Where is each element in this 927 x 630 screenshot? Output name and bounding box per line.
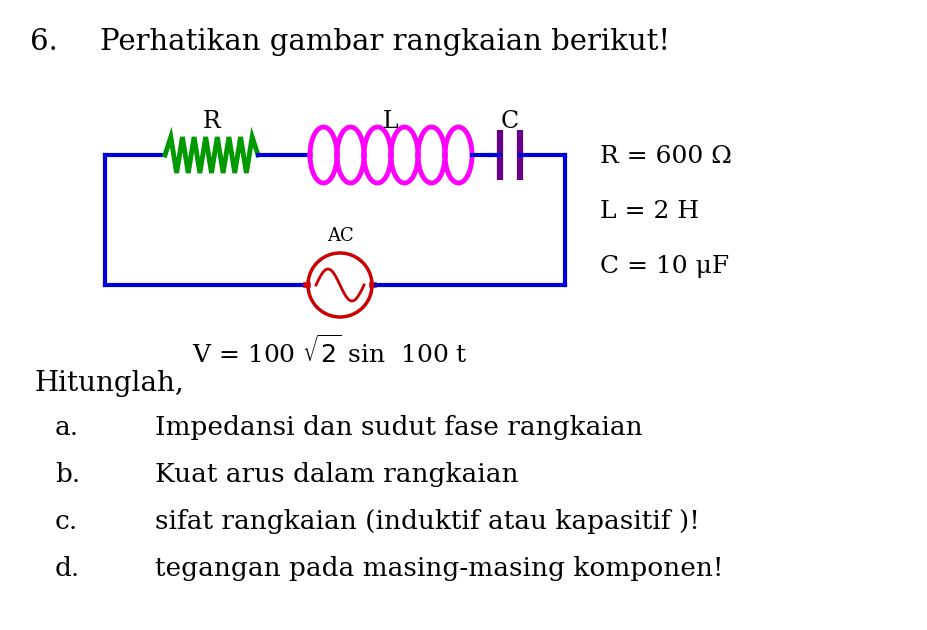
- Text: Kuat arus dalam rangkaian: Kuat arus dalam rangkaian: [155, 462, 518, 487]
- Text: R = 600 Ω: R = 600 Ω: [600, 145, 732, 168]
- Text: AC: AC: [326, 227, 353, 245]
- Text: d.: d.: [55, 556, 81, 581]
- Text: 6.: 6.: [30, 28, 57, 56]
- Text: L: L: [383, 110, 399, 133]
- Text: Hitunglah,: Hitunglah,: [35, 370, 184, 397]
- Text: R: R: [203, 110, 221, 133]
- Text: L = 2 H: L = 2 H: [600, 200, 699, 223]
- Text: b.: b.: [55, 462, 81, 487]
- Text: V = 100 $\sqrt{2}$ sin  100 t: V = 100 $\sqrt{2}$ sin 100 t: [192, 335, 468, 368]
- Text: sifat rangkaian (induktif atau kapasitif )!: sifat rangkaian (induktif atau kapasitif…: [155, 509, 700, 534]
- Text: c.: c.: [55, 509, 78, 534]
- Text: a.: a.: [55, 415, 79, 440]
- Text: Impedansi dan sudut fase rangkaian: Impedansi dan sudut fase rangkaian: [155, 415, 642, 440]
- Text: C = 10 μF: C = 10 μF: [600, 255, 730, 278]
- Text: Perhatikan gambar rangkaian berikut!: Perhatikan gambar rangkaian berikut!: [100, 28, 670, 56]
- Text: C: C: [501, 110, 519, 133]
- Text: tegangan pada masing-masing komponen!: tegangan pada masing-masing komponen!: [155, 556, 723, 581]
